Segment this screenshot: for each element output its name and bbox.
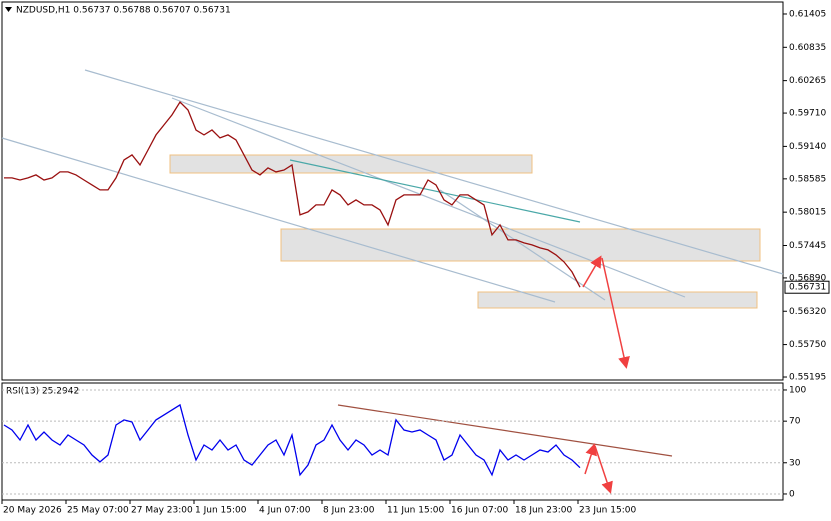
channel-line — [1, 137, 556, 303]
arrow — [584, 443, 597, 475]
price-panel — [1, 1, 784, 381]
x-tick-label: 27 May 23:00 — [131, 506, 193, 516]
rsi-trendline — [337, 404, 673, 457]
y-tick-label: 0.55195 — [789, 373, 826, 383]
x-tick-label: 23 Jun 15:00 — [579, 506, 636, 516]
y-tick-label: 0 — [789, 489, 795, 499]
x-tick-label: 18 Jun 23:00 — [515, 506, 572, 516]
x-tick-label: 25 May 07:00 — [67, 506, 129, 516]
y-tick-label: 0.57445 — [789, 241, 826, 251]
x-tick-label: 11 Jun 15:00 — [387, 506, 444, 516]
x-tick-label: 4 Jun 07:00 — [259, 506, 311, 516]
x-tick-label: 8 Jun 23:00 — [323, 506, 375, 516]
rsi-title: RSI(13) 25.2942 — [6, 387, 79, 397]
y-tick-label: 0.60265 — [789, 76, 826, 86]
title-icon — [5, 7, 12, 12]
y-tick-label: 0.56320 — [789, 307, 826, 317]
annotations — [1, 69, 784, 494]
series-line — [3, 403, 581, 477]
y-tick-label: 100 — [789, 385, 806, 395]
x-tick-label: 20 May 2026 — [3, 506, 62, 516]
y-tick-label: 0.55750 — [789, 340, 826, 350]
y-tick-label: 0.59140 — [789, 142, 826, 152]
y-tick-label: 30 — [789, 458, 801, 468]
y-tick-label: 0.58015 — [789, 208, 826, 218]
channel-line — [84, 69, 784, 275]
arrow — [594, 445, 613, 494]
x-tick-label: 16 Jun 07:00 — [451, 506, 508, 516]
y-tick-label: 0.58585 — [789, 174, 826, 184]
y-tick-label: 0.59710 — [789, 109, 826, 119]
zone — [477, 291, 758, 309]
rsi-panel — [1, 382, 784, 501]
series-line — [4, 100, 581, 288]
ma-line — [289, 159, 581, 223]
y-tick-label: 0.60835 — [789, 43, 826, 53]
y-tick-label: 0.61405 — [789, 9, 826, 19]
price-tag — [784, 280, 830, 294]
zone — [169, 154, 533, 174]
chart-title: NZDUSD,H1 0.56737 0.56788 0.56707 0.5673… — [16, 6, 231, 16]
y-tick-label: 0.56890 — [789, 273, 826, 283]
arrow — [601, 257, 630, 369]
y-tick-label: 70 — [789, 417, 801, 427]
arrow — [582, 255, 602, 288]
price-tag-label: 0.56731 — [789, 283, 826, 293]
x-tick-label: 1 Jun 15:00 — [195, 506, 247, 516]
